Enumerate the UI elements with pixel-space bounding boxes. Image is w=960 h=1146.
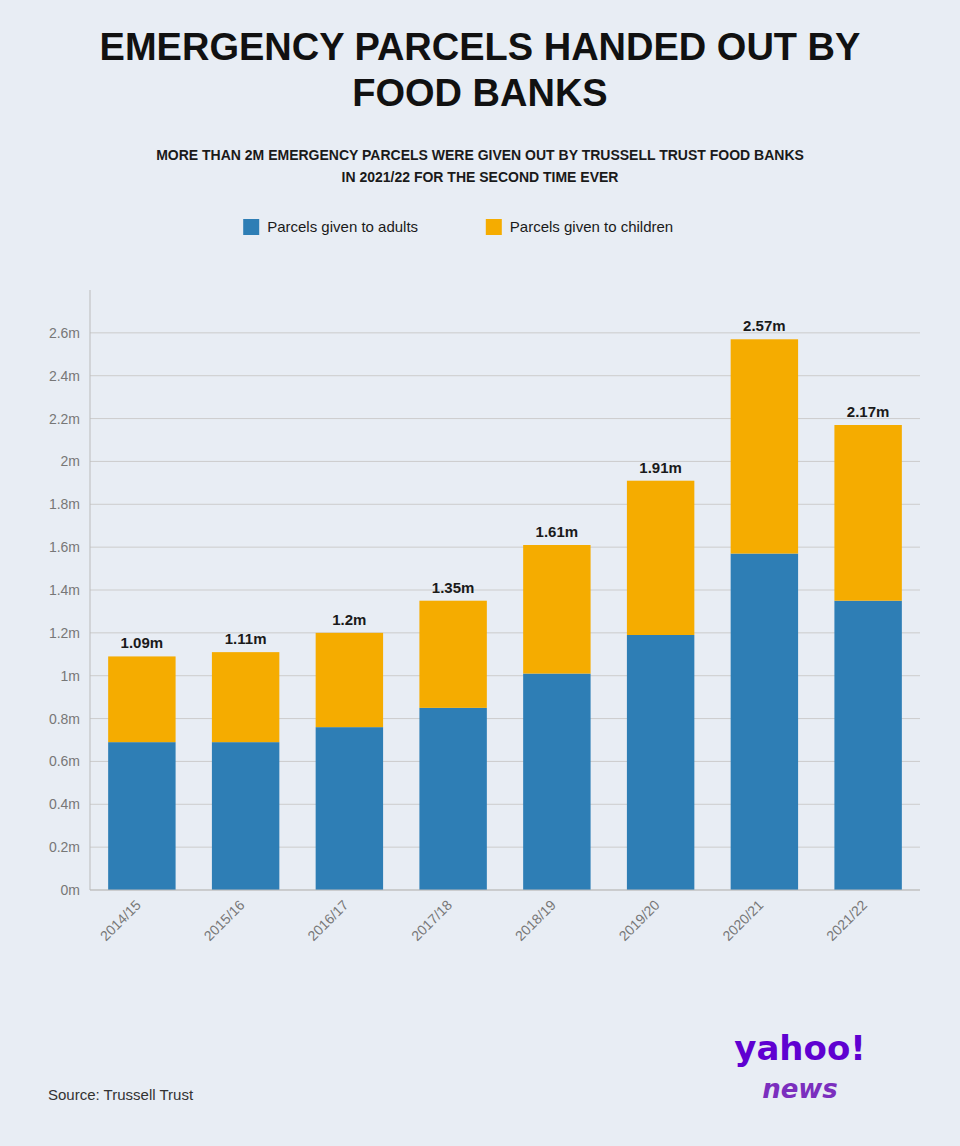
y-tick-label: 0.8m — [49, 711, 80, 727]
total-label: 1.2m — [332, 611, 366, 628]
bar-segment — [731, 554, 798, 890]
y-tick-label: 1.8m — [49, 496, 80, 512]
total-label: 1.09m — [121, 634, 164, 651]
total-label: 1.35m — [432, 579, 475, 596]
x-tick-label: 2015/16 — [201, 897, 248, 944]
bar-segment — [523, 674, 590, 890]
y-tick-label: 2.6m — [49, 325, 80, 341]
total-label: 2.57m — [743, 317, 786, 334]
total-label: 1.91m — [639, 459, 682, 476]
subtitle: MORE THAN 2M EMERGENCY PARCELS WERE GIVE… — [156, 147, 804, 185]
x-tick-label: 2016/17 — [304, 897, 351, 944]
baseline — [90, 890, 920, 891]
x-tick-label: 2018/19 — [512, 897, 559, 944]
bar-segment — [316, 633, 383, 727]
logo-subtext: news — [762, 1074, 838, 1104]
bar-segment — [834, 425, 901, 601]
source: Source: Trussell Trust — [48, 1086, 194, 1103]
y-tick-label: 1.4m — [49, 582, 80, 598]
x-tick-label: 2014/15 — [97, 897, 144, 944]
y-tick-label: 2.2m — [49, 411, 80, 427]
title-line: EMERGENCY PARCELS HANDED OUT BY — [100, 26, 861, 68]
grid — [90, 333, 920, 890]
total-label: 2.17m — [847, 403, 890, 420]
y-axis-line — [90, 290, 91, 890]
bar-segment — [627, 635, 694, 890]
y-tick-label: 1.2m — [49, 625, 80, 641]
background — [0, 0, 960, 1146]
logo-text: yahoo! — [734, 1028, 866, 1068]
y-axis: 0m 0.2m 0.4m 0.6m 0.8m 1m 1.2m 1.4m 1.6m 1.8m 2m 2.… — [49, 290, 90, 898]
bar-segment — [731, 339, 798, 553]
bar-segment — [834, 601, 901, 890]
x-tick-label: 2020/21 — [719, 897, 766, 944]
legend-label: Parcels given to children — [510, 218, 673, 235]
total-labels: 1.09m 1.11m 1.2m 1.35m 1.61m 1.91m 2.57m 2.17m — [121, 317, 890, 651]
bar-segment — [108, 742, 175, 890]
y-tick-label: 0.4m — [49, 796, 80, 812]
legend-label: Parcels given to adults — [267, 218, 418, 235]
y-tick-label: 2m — [61, 453, 80, 469]
subtitle-line: MORE THAN 2M EMERGENCY PARCELS WERE GIVE… — [156, 147, 804, 163]
x-tick-label: 2021/22 — [823, 897, 870, 944]
total-label: 1.61m — [536, 523, 579, 540]
title: EMERGENCY PARCELS HANDED OUT BYFOOD BANK… — [100, 26, 861, 114]
y-tick-label: 1m — [61, 668, 80, 684]
y-tick-label: 0m — [61, 882, 80, 898]
x-tick-label: 2017/18 — [408, 897, 455, 944]
grid-line — [90, 890, 920, 891]
bar-segment — [523, 545, 590, 674]
bar-segment — [419, 601, 486, 708]
bars — [108, 339, 902, 890]
y-tick-label: 0.2m — [49, 839, 80, 855]
grid-line — [90, 332, 920, 333]
legend-swatch — [486, 219, 502, 235]
subtitle-line: IN 2021/22 FOR THE SECOND TIME EVER — [342, 169, 619, 185]
bar-segment — [212, 742, 279, 890]
y-tick-label: 1.6m — [49, 539, 80, 555]
legend-swatch — [243, 219, 259, 235]
title-line: FOOD BANKS — [352, 72, 607, 114]
x-axis: 2014/15 2015/16 2016/17 2017/18 2018/19 2019/… — [97, 897, 870, 944]
bar-segment — [316, 727, 383, 890]
bar-segment — [627, 481, 694, 635]
x-tick-label: 2019/20 — [616, 897, 663, 944]
bar-segment — [108, 656, 175, 742]
total-label: 1.11m — [225, 630, 267, 647]
y-tick-label: 2.4m — [49, 368, 80, 384]
chart: EMERGENCY PARCELS HANDED OUT BYFOOD BANK… — [0, 0, 960, 1146]
bar-segment — [212, 652, 279, 742]
bar-segment — [419, 708, 486, 890]
y-tick-label: 0.6m — [49, 753, 80, 769]
legend: Parcels given to adults Parcels given to … — [243, 218, 673, 235]
